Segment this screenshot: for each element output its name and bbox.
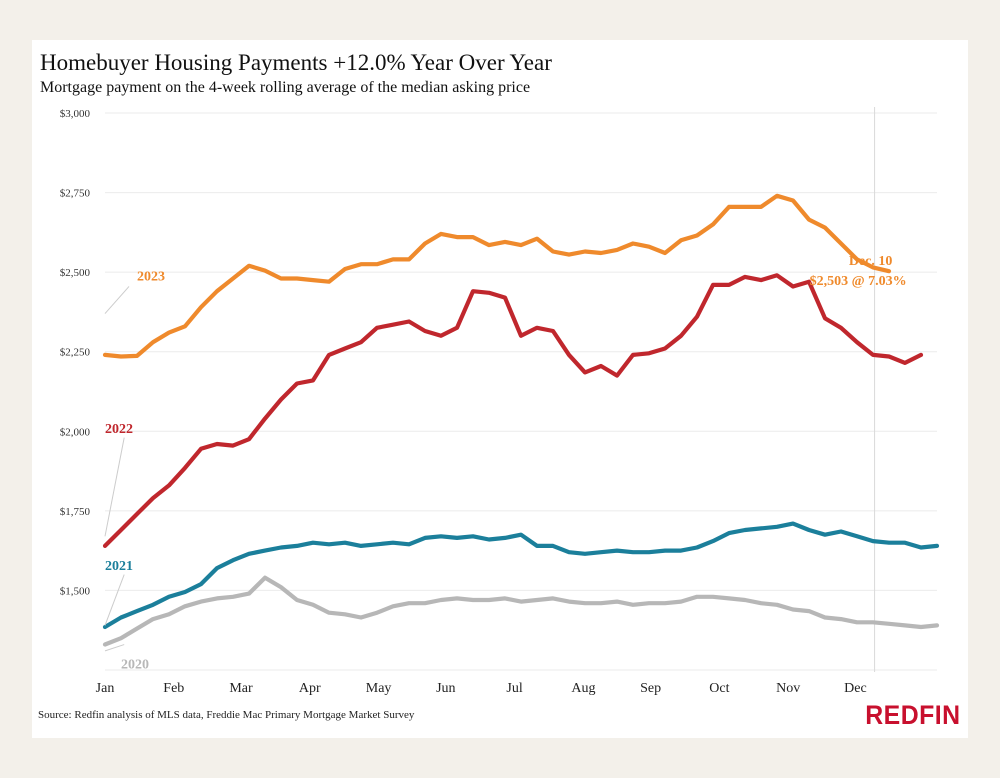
chart-subtitle: Mortgage payment on the 4-week rolling a… bbox=[40, 79, 531, 96]
series-labels: 2023 2022 2021 2020 bbox=[104, 269, 165, 673]
x-axis-ticks: Jan Feb Mar Apr May Jun Jul Aug Sep Oct Nov Dec bbox=[96, 681, 867, 696]
series-leader-2023 bbox=[104, 286, 130, 314]
x-tick-label: Oct bbox=[709, 681, 729, 696]
x-tick-label: May bbox=[366, 681, 392, 696]
series-label-2021: 2021 bbox=[105, 559, 133, 574]
chart-title: Homebuyer Housing Payments +12.0% Year O… bbox=[40, 50, 552, 75]
y-tick-label: $2,500 bbox=[60, 267, 91, 279]
annotation-date: Dec. 10 bbox=[849, 254, 893, 269]
redfin-logo: REDFIN bbox=[864, 700, 960, 730]
annotation-value: $2,503 @ 7.03% bbox=[810, 274, 907, 289]
series-line-2023 bbox=[102, 193, 892, 359]
x-tick-label: Sep bbox=[640, 681, 661, 696]
x-tick-label: Apr bbox=[299, 681, 321, 696]
series-leader-2021 bbox=[104, 574, 125, 626]
series-leader-2020 bbox=[104, 644, 125, 652]
series-line-2022 bbox=[102, 273, 924, 548]
y-tick-label: $1,750 bbox=[60, 506, 91, 518]
x-tick-label: Mar bbox=[229, 681, 253, 696]
series-line-2021 bbox=[102, 521, 940, 630]
series-label-2023: 2023 bbox=[137, 269, 165, 284]
series-lines bbox=[102, 193, 940, 647]
x-tick-label: Jun bbox=[436, 681, 455, 696]
x-tick-label: Jan bbox=[96, 681, 115, 696]
y-tick-label: $2,250 bbox=[60, 347, 91, 359]
chart-card: Homebuyer Housing Payments +12.0% Year O… bbox=[32, 40, 968, 738]
y-tick-label: $2,000 bbox=[60, 426, 91, 438]
x-tick-label: Jul bbox=[506, 681, 522, 696]
series-leader-2022 bbox=[104, 437, 125, 537]
y-tick-label: $1,500 bbox=[60, 585, 91, 597]
x-tick-label: Dec bbox=[844, 681, 867, 696]
y-tick-label: $2,750 bbox=[60, 188, 91, 200]
series-line-2020 bbox=[102, 575, 940, 647]
line-chart: 2023 2022 2021 2020 $3,000 $2,750 $2,500 $2,25… bbox=[60, 107, 940, 696]
grid-lines bbox=[105, 112, 937, 671]
annotation: Dec. 10 $2,503 @ 7.03% bbox=[810, 254, 907, 289]
x-tick-label: Nov bbox=[776, 681, 800, 696]
y-axis-ticks: $3,000 $2,750 $2,500 $2,250 $2,000 $1,750 $1,5… bbox=[60, 108, 91, 597]
source-note: Source: Redfin analysis of MLS data, Fre… bbox=[38, 709, 415, 721]
y-tick-label: $3,000 bbox=[60, 108, 91, 120]
x-tick-label: Feb bbox=[163, 681, 184, 696]
x-tick-label: Aug bbox=[571, 681, 595, 696]
series-label-2020: 2020 bbox=[121, 658, 149, 673]
series-label-2022: 2022 bbox=[105, 422, 133, 437]
